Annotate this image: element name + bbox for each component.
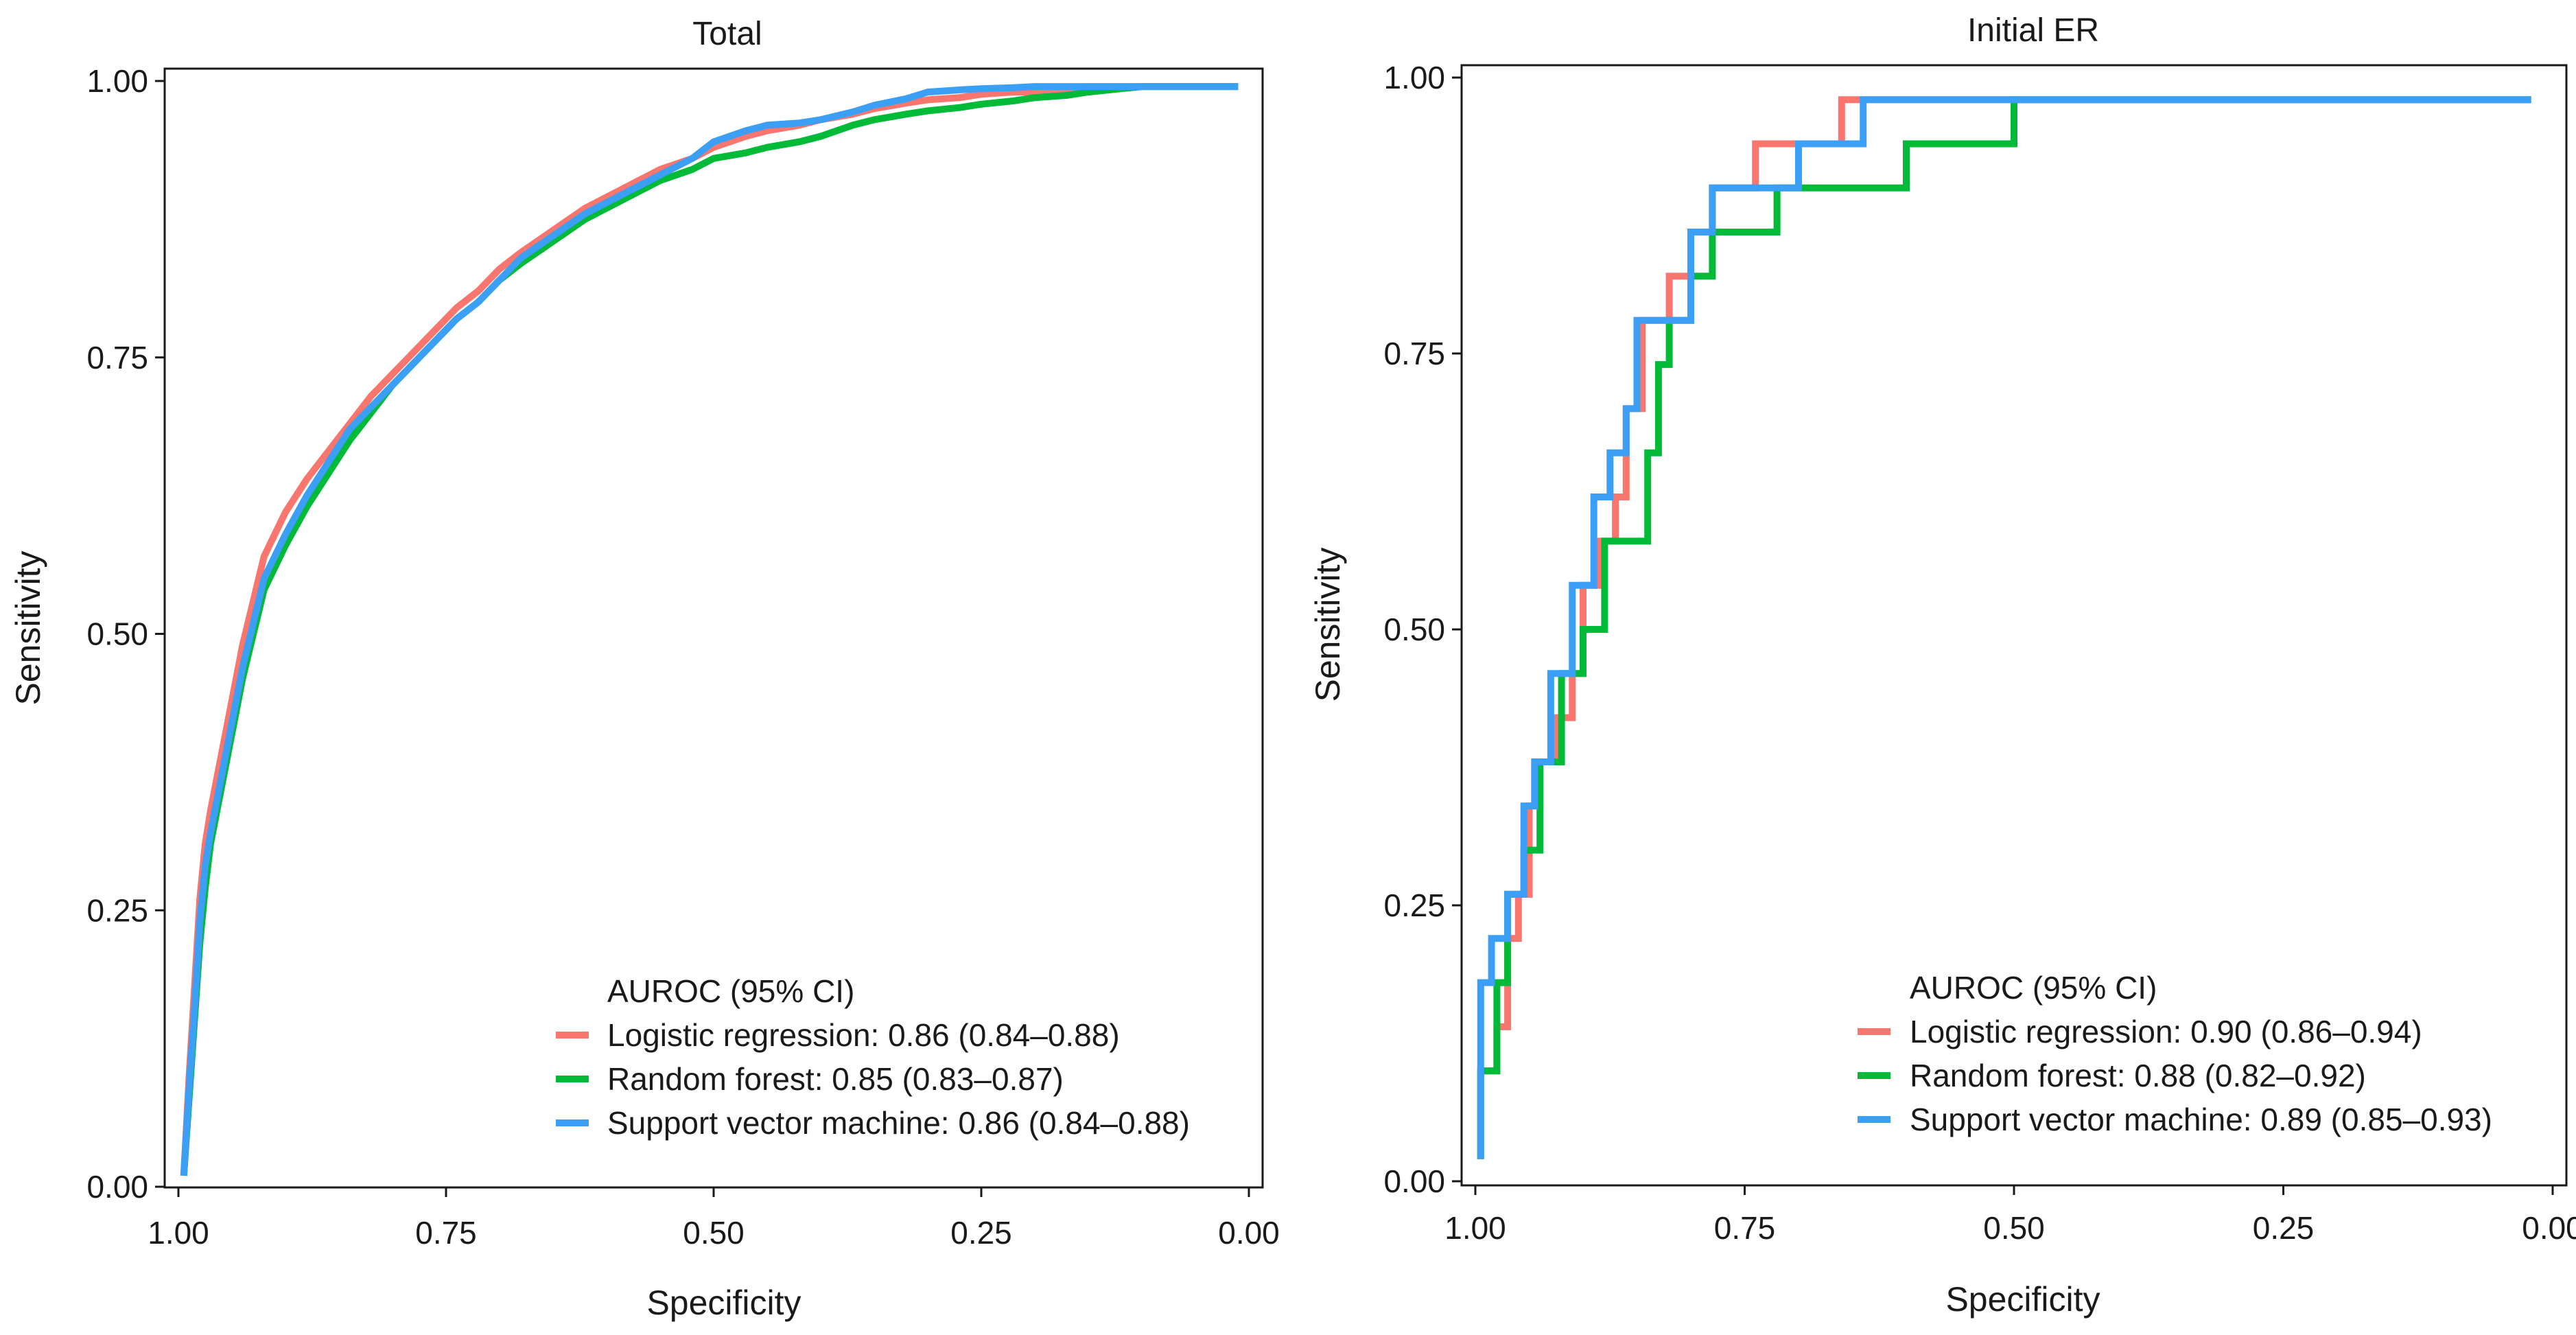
- legend-label-support-vector-machine: Support vector machine: 0.89 (0.85–0.93): [1910, 1102, 2492, 1137]
- x-tick-label: 0.75: [1714, 1210, 1776, 1246]
- panel-initial-er: Initial ER 0.00 0.25 0.50 0.75 1.00 1.00 0.75…: [1309, 12, 2576, 1319]
- y-tick-label: 1.00: [1383, 60, 1445, 95]
- x-tick-label: 0.75: [415, 1215, 477, 1251]
- y-tick-label: 0.00: [86, 1169, 148, 1205]
- panel-title: Initial ER: [1967, 12, 2099, 49]
- x-tick-label: 0.00: [1218, 1215, 1280, 1251]
- x-tick-label: 0.50: [1983, 1210, 2045, 1246]
- legend: AUROC (95% CI) Logistic regression: 0.86…: [556, 973, 1190, 1141]
- roc-curve-support-vector-machine: [1477, 96, 2531, 1159]
- panel-total: Total 0.000.250.500.751.00 1.00 0.75 0.50 0…: [9, 16, 1280, 1322]
- y-tick-label: 0.75: [1383, 336, 1445, 371]
- legend-title: AUROC (95% CI): [607, 973, 854, 1009]
- legend-label-random-forest: Random forest: 0.85 (0.83–0.87): [607, 1061, 1064, 1097]
- plot-frame: [1460, 64, 2568, 1187]
- x-axis-title: Specificity: [646, 1284, 801, 1322]
- roc-curve-random-forest: [180, 83, 1239, 1176]
- x-axis-ticks: 1.00 0.75 0.50 0.25 0.00: [148, 1187, 1280, 1251]
- y-tick-label: 1.00: [86, 63, 148, 99]
- x-tick-label: 0.25: [950, 1215, 1012, 1251]
- y-tick-label: 0.50: [86, 616, 148, 652]
- y-axis-ticks: 0.00 0.25 0.50 0.75 1.00: [1383, 60, 1462, 1199]
- roc-curve-support-vector-machine: [180, 83, 1239, 1176]
- x-tick-label: 0.50: [683, 1215, 745, 1251]
- y-tick-label: 0.25: [86, 892, 148, 928]
- x-tick-label: 0.00: [2522, 1210, 2576, 1246]
- legend-label-random-forest: Random forest: 0.88 (0.82–0.92): [1910, 1058, 2366, 1093]
- roc-curves: [180, 83, 1239, 1176]
- y-axis-ticks: 0.00 0.25 0.50 0.75 1.00: [86, 63, 165, 1205]
- legend-label-logistic-regression: Logistic regression: 0.90 (0.86–0.94): [1910, 1014, 2422, 1049]
- legend-title: AUROC (95% CI): [1910, 970, 2157, 1006]
- y-axis-title: Sensitivity: [9, 550, 47, 705]
- legend-label-logistic-regression: Logistic regression: 0.86 (0.84–0.88): [607, 1017, 1120, 1053]
- x-tick-label: 1.00: [148, 1215, 209, 1251]
- y-tick-label: 0.25: [1383, 887, 1445, 923]
- x-axis-title: Specificity: [1945, 1280, 2100, 1319]
- legend-label-support-vector-machine: Support vector machine: 0.86 (0.84–0.88): [607, 1105, 1190, 1141]
- x-tick-label: 0.25: [2253, 1210, 2315, 1246]
- legend: AUROC (95% CI) Logistic regression: 0.90…: [1858, 970, 2492, 1137]
- plot-frame: [163, 67, 1264, 1189]
- roc-curves: [1477, 96, 2531, 1159]
- panel-title: Total: [692, 16, 762, 52]
- x-tick-label: 1.00: [1444, 1210, 1506, 1246]
- y-axis-title: Sensitivity: [1309, 547, 1347, 701]
- y-tick-label: 0.00: [1383, 1163, 1445, 1199]
- y-tick-label: 0.75: [86, 340, 148, 375]
- roc-curve-logistic-regression: [180, 83, 1239, 1176]
- y-tick-label: 0.50: [1383, 612, 1445, 647]
- x-axis-ticks: 1.00 0.75 0.50 0.25 0.00: [1444, 1185, 2576, 1246]
